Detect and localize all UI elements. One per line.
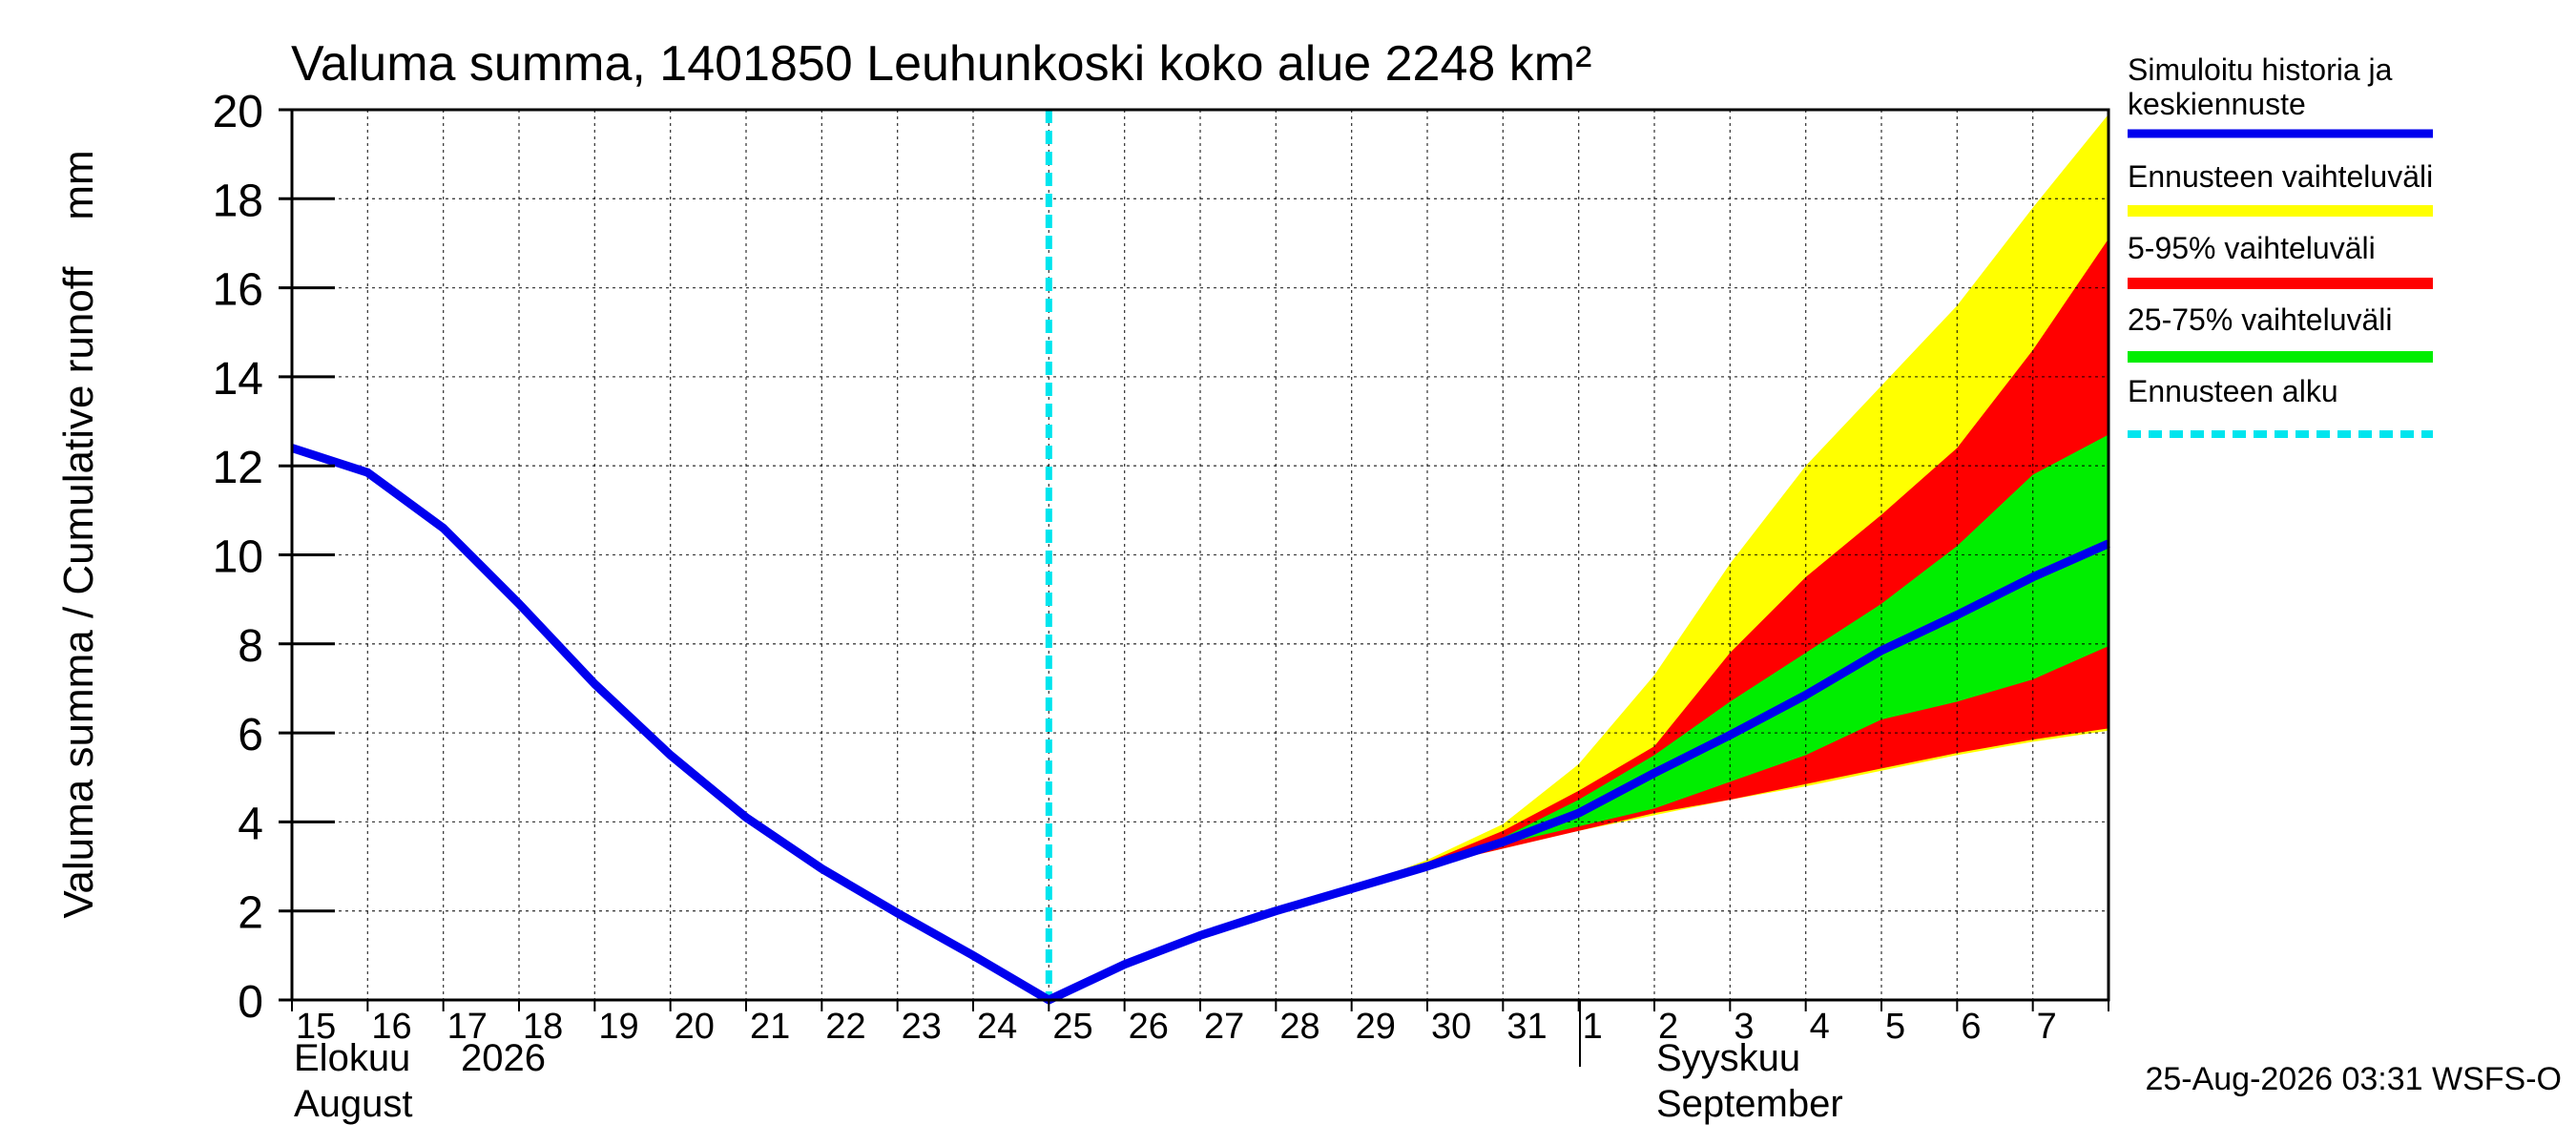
x-tick-label-27: 27 — [1204, 1007, 1244, 1047]
x-tick-label-26: 26 — [1129, 1007, 1169, 1047]
x-tick-label-5: 5 — [1885, 1007, 1905, 1047]
x-tick-label-21: 21 — [750, 1007, 790, 1047]
legend-label-median: Simuloitu historia ja keskiennuste — [2128, 52, 2393, 121]
month-label-september-en: September — [1656, 1083, 1843, 1125]
y-tick-label-10: 10 — [213, 532, 263, 583]
x-tick-label-22: 22 — [825, 1007, 865, 1047]
y-tick-label-18: 18 — [213, 176, 263, 226]
median-line — [290, 444, 2110, 1005]
timestamp: 25-Aug-2026 03:31 WSFS-O — [2145, 1061, 2562, 1097]
x-tick-label-6: 6 — [1961, 1007, 1981, 1047]
x-tick-label-29: 29 — [1356, 1007, 1396, 1047]
month-label-august-en: August — [294, 1083, 413, 1125]
chart-title: Valuma summa, 1401850 Leuhunkoski koko a… — [291, 36, 1591, 92]
x-tick-label-18: 18 — [523, 1007, 563, 1047]
x-tick-label-23: 23 — [902, 1007, 942, 1047]
x-tick-label-2: 2 — [1658, 1007, 1678, 1047]
x-tick-label-24: 24 — [977, 1007, 1017, 1047]
y-tick-label-2: 2 — [238, 888, 263, 939]
y-tick-label-12: 12 — [213, 443, 263, 493]
legend-label-band-5-95: 5-95% vaihteluväli — [2128, 231, 2376, 265]
legend-label-band-min-max: Ennusteen vaihteluväli — [2128, 159, 2433, 194]
band-5-95-area — [1351, 239, 2109, 889]
x-tick-label-31: 31 — [1506, 1007, 1547, 1047]
x-tick-label-25: 25 — [1052, 1007, 1092, 1047]
legend-label-forecast-start: Ennusteen alku — [2128, 374, 2338, 408]
band-25-75-area — [1351, 434, 2109, 889]
y-axis-ticks: 0 2 4 6 8 10 12 14 16 18 20 — [213, 87, 335, 1028]
grid-lines — [292, 110, 2109, 1000]
year-label: 2026 — [461, 1037, 546, 1079]
y-tick-label-0: 0 — [238, 977, 263, 1028]
y-tick-label-16: 16 — [213, 265, 263, 316]
x-tick-label-28: 28 — [1279, 1007, 1319, 1047]
forecast-bands — [1351, 114, 2109, 889]
x-tick-label-30: 30 — [1431, 1007, 1471, 1047]
x-tick-label-16: 16 — [371, 1007, 411, 1047]
x-axis-ticks: 15 16 17 18 19 20 21 22 23 24 25 26 27 28 29 30 31 1 2 3 4 5 6… — [291, 1000, 2109, 1047]
x-tick-label-4: 4 — [1810, 1007, 1830, 1047]
month-label-august-fi: Elokuu — [294, 1037, 410, 1079]
y-tick-label-8: 8 — [238, 621, 263, 672]
legend-label-band-25-75: 25-75% vaihteluväli — [2128, 302, 2393, 337]
month-label-september-fi: Syyskuu — [1656, 1037, 1800, 1079]
x-tick-label-1: 1 — [1583, 1007, 1603, 1047]
median-series — [290, 444, 2110, 1005]
x-tick-label-3: 3 — [1734, 1007, 1754, 1047]
x-tick-label-19: 19 — [598, 1007, 638, 1047]
x-tick-label-15: 15 — [296, 1007, 336, 1047]
y-tick-label-6: 6 — [238, 710, 263, 760]
x-tick-label-17: 17 — [447, 1007, 488, 1047]
x-tick-label-20: 20 — [675, 1007, 715, 1047]
x-tick-label-7: 7 — [2037, 1007, 2057, 1047]
y-tick-label-14: 14 — [213, 354, 263, 405]
legend: Simuloitu historia ja keskiennuste Ennuste… — [2128, 52, 2433, 438]
y-tick-label-4: 4 — [238, 799, 263, 849]
y-tick-label-20: 20 — [213, 87, 263, 137]
y-axis-label: Valuma summa / Cumulative runoff mm — [55, 150, 102, 918]
